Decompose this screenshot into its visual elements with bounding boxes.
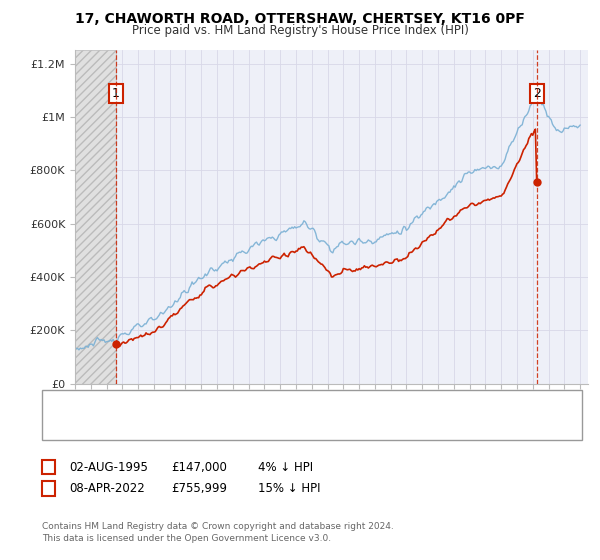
Text: 08-APR-2022: 08-APR-2022 bbox=[69, 482, 145, 495]
Text: 1: 1 bbox=[45, 460, 52, 474]
Text: £147,000: £147,000 bbox=[171, 460, 227, 474]
Bar bbox=[75, 50, 116, 384]
Text: 2: 2 bbox=[533, 87, 541, 100]
Text: £755,999: £755,999 bbox=[171, 482, 227, 495]
Text: 1: 1 bbox=[112, 87, 119, 100]
Text: Contains HM Land Registry data © Crown copyright and database right 2024.
This d: Contains HM Land Registry data © Crown c… bbox=[42, 522, 394, 543]
Text: HPI: Average price, detached house, Runnymede: HPI: Average price, detached house, Runn… bbox=[87, 421, 342, 431]
Text: Price paid vs. HM Land Registry's House Price Index (HPI): Price paid vs. HM Land Registry's House … bbox=[131, 24, 469, 37]
Text: 4% ↓ HPI: 4% ↓ HPI bbox=[258, 460, 313, 474]
Text: ——: —— bbox=[48, 418, 83, 433]
Text: ——: —— bbox=[48, 396, 84, 412]
Text: 2: 2 bbox=[45, 482, 52, 495]
Text: 17, CHAWORTH ROAD, OTTERSHAW, CHERTSEY, KT16 0PF: 17, CHAWORTH ROAD, OTTERSHAW, CHERTSEY, … bbox=[75, 12, 525, 26]
Text: 15% ↓ HPI: 15% ↓ HPI bbox=[258, 482, 320, 495]
Text: 02-AUG-1995: 02-AUG-1995 bbox=[69, 460, 148, 474]
Text: 17, CHAWORTH ROAD, OTTERSHAW, CHERTSEY, KT16 0PF (detached house): 17, CHAWORTH ROAD, OTTERSHAW, CHERTSEY, … bbox=[87, 399, 482, 409]
